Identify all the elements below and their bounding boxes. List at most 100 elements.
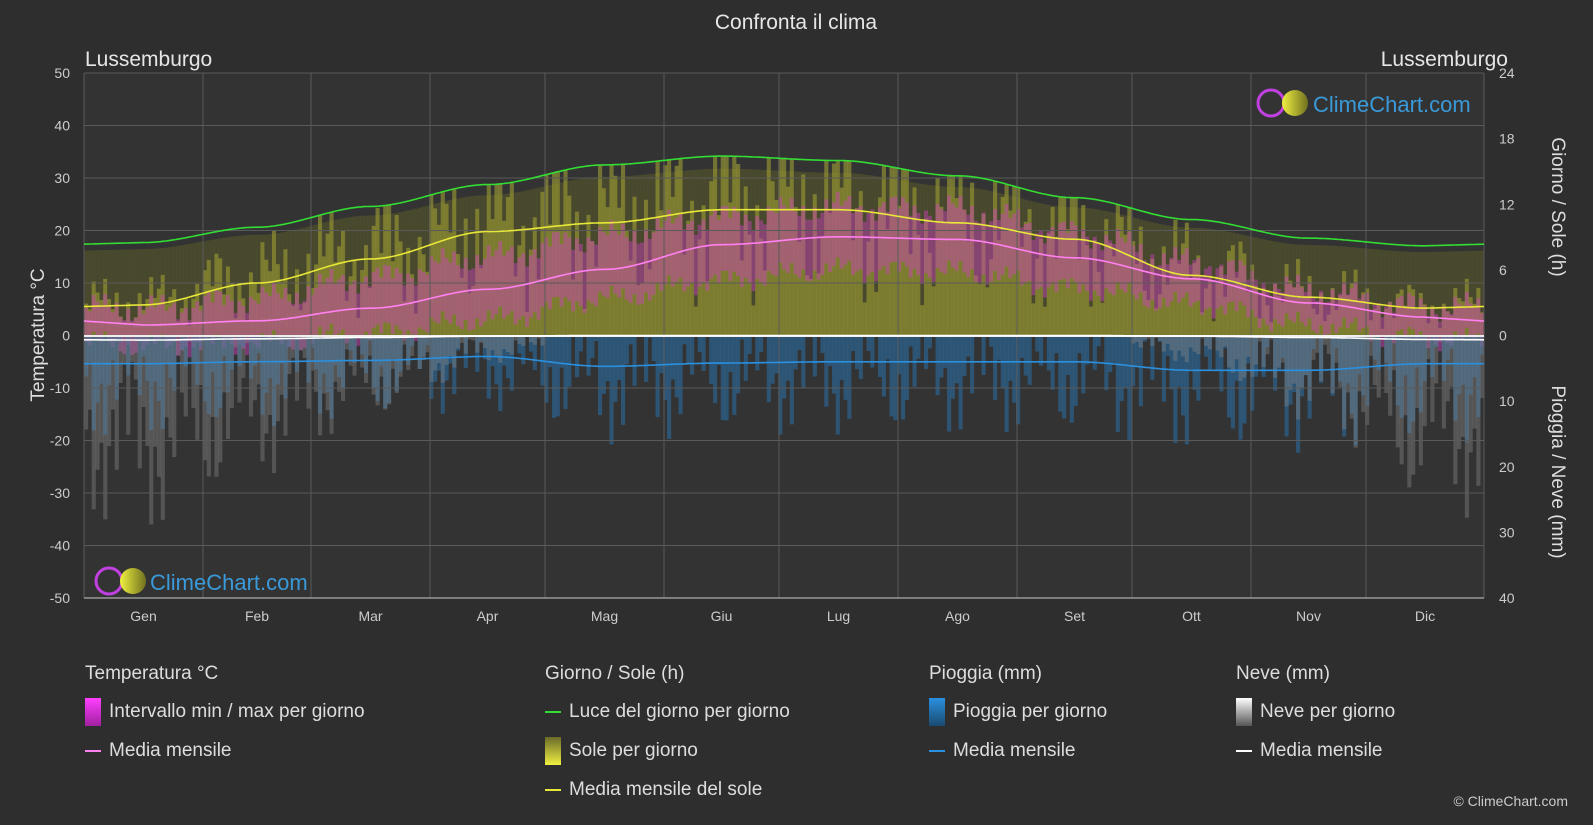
daylight-bar <box>1088 208 1094 336</box>
temp-range-bar <box>1384 306 1389 338</box>
sun-bar <box>118 316 123 336</box>
rain-bar <box>628 336 633 345</box>
temp-range-bar <box>394 268 399 326</box>
rain-bar <box>1019 336 1025 358</box>
temp-range-bar <box>433 260 438 322</box>
temp-range-bar <box>797 215 802 278</box>
y-left-tick-label: -40 <box>50 538 70 554</box>
temp-range-bar <box>371 271 376 329</box>
temp-range-bar <box>628 241 633 303</box>
rain-bar <box>828 336 833 367</box>
y-right-bottom-tick-label: 20 <box>1499 459 1515 475</box>
daylight-bar <box>874 176 879 336</box>
temp-range-bar <box>103 294 108 332</box>
sun-bar <box>1123 234 1128 336</box>
rain-bar <box>916 336 921 359</box>
rain-bar <box>456 336 461 351</box>
y-left-tick-label: 40 <box>54 118 70 134</box>
rain-bar <box>1388 336 1393 382</box>
snow-bar <box>110 336 115 410</box>
rain-bar <box>728 336 733 372</box>
daylight-bar <box>1338 246 1343 336</box>
daylight-bar <box>1200 228 1205 336</box>
sun-bar <box>927 252 932 336</box>
sun-bar <box>540 191 545 336</box>
snow-bar <box>1219 336 1224 358</box>
sun-bar <box>1315 314 1320 336</box>
y-left-tick-label: -10 <box>50 380 70 396</box>
rain-bar <box>268 336 273 379</box>
sun-bar <box>1292 287 1297 336</box>
rain-bar <box>256 336 261 354</box>
y-right-bottom-tick-label: 40 <box>1499 590 1515 606</box>
temp-range-bar <box>766 206 771 271</box>
sun-bar <box>306 253 311 336</box>
temp-range-bar <box>877 207 883 271</box>
temp-range-bar <box>137 304 142 342</box>
sun-bar <box>1342 271 1347 336</box>
snow-bar <box>1303 336 1308 376</box>
y-left-tick-label: 10 <box>54 275 70 291</box>
sun-bar <box>751 305 756 336</box>
snow-bar <box>1157 336 1163 342</box>
sun-bar <box>317 215 323 336</box>
daylight-bar <box>344 217 349 336</box>
snow-bar <box>344 336 349 350</box>
sun-bar <box>778 158 783 336</box>
rain-bar <box>1342 336 1347 437</box>
sun-bar <box>958 175 963 336</box>
daylight-bar <box>816 172 821 336</box>
snow-bar <box>179 336 185 393</box>
temp-range-bar <box>820 212 825 275</box>
sun-bar <box>682 254 687 336</box>
sun-bar <box>1441 303 1446 336</box>
sun-bar <box>1368 320 1374 336</box>
rain-bar <box>379 336 384 367</box>
snow-bar <box>1434 336 1439 384</box>
temp-range-bar <box>1276 288 1282 324</box>
daylight-bar <box>1100 210 1105 336</box>
sun-bar <box>1460 301 1466 336</box>
sun-bar <box>789 158 794 336</box>
rain-bar <box>364 336 369 374</box>
temp-range-bar <box>563 232 568 298</box>
sun-bar <box>640 282 645 336</box>
temp-range-bar <box>1457 303 1462 338</box>
daylight-bar <box>256 234 261 336</box>
temp-range-bar <box>1188 264 1193 307</box>
sun-bar <box>904 169 909 336</box>
sun-bar <box>168 296 173 336</box>
temp-range-bar <box>713 210 718 275</box>
rain-bar <box>264 336 269 393</box>
daylight-bar <box>977 188 982 336</box>
daylight-bar <box>298 228 303 336</box>
y-left-tick-label: 50 <box>54 65 70 81</box>
sun-bar <box>1480 312 1485 336</box>
sun-bar <box>693 306 698 336</box>
daylight-bar <box>459 197 465 336</box>
snow-swatch <box>1236 698 1252 726</box>
sun-bar <box>1019 246 1025 336</box>
daylight-bar <box>1391 250 1397 336</box>
temp-range-bar <box>908 215 913 278</box>
sun-bar <box>187 325 192 336</box>
rain-bar <box>578 336 583 352</box>
daylight-bar <box>1326 245 1331 336</box>
daylight-bar <box>1395 251 1400 336</box>
rain-bar <box>1434 336 1439 348</box>
temp-range-bar <box>774 213 779 276</box>
snow-bar <box>1238 336 1243 381</box>
temp-range-bar <box>847 195 852 261</box>
temp-range-bar <box>118 316 123 352</box>
temp-range-bar <box>275 293 280 340</box>
rain-bar <box>103 336 108 435</box>
daylight-bar <box>413 208 418 336</box>
sun-bar <box>1384 308 1389 336</box>
sun-bar <box>176 321 181 336</box>
temp-range-bar <box>1388 302 1393 335</box>
daylight-bar <box>1430 251 1435 336</box>
snow-bar <box>1169 336 1174 351</box>
temp-range-bar <box>824 199 829 264</box>
legend-rain-title: Pioggia (mm) <box>929 663 1042 684</box>
snow-bar <box>436 336 442 364</box>
